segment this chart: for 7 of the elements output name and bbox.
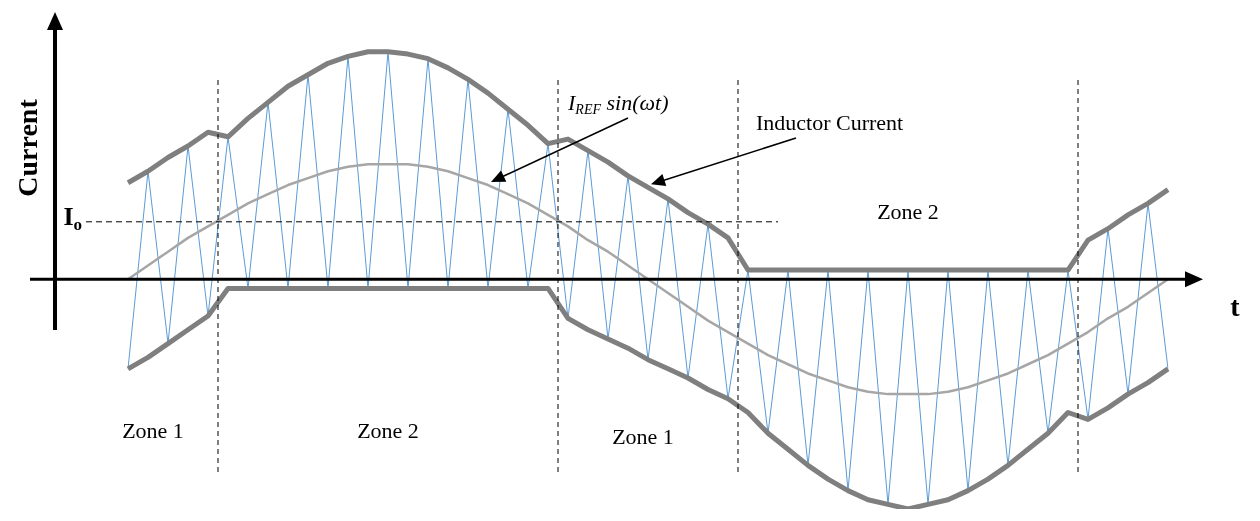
annotation: Zone 1 bbox=[612, 423, 674, 449]
y-axis-title: Current bbox=[12, 98, 44, 197]
x-axis-title: t bbox=[1230, 291, 1241, 323]
annotation: Inductor Current bbox=[756, 109, 904, 135]
annotation: Zone 2 bbox=[357, 417, 419, 443]
annotation: Zone 2 bbox=[877, 198, 939, 224]
annotation: Zone 1 bbox=[122, 417, 184, 443]
